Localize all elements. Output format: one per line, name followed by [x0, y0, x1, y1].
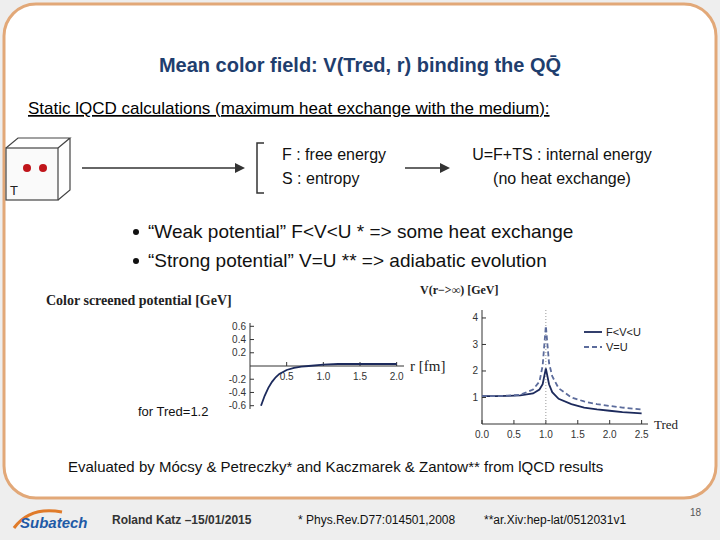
definition: S : entropy	[282, 170, 359, 187]
y-tick	[482, 397, 486, 398]
definition: F : free energy	[282, 146, 386, 163]
x-tick	[286, 362, 287, 366]
bracket	[257, 143, 264, 193]
bullet-dot	[133, 258, 139, 264]
arrow-head	[440, 163, 450, 173]
x-tick-label: 1.0	[539, 429, 553, 440]
y-tick-label: 3	[472, 339, 478, 350]
y-tick	[250, 352, 254, 353]
footer-ref: * Phys.Rev.D77:014501,2008	[298, 513, 456, 527]
box-label: T	[10, 183, 18, 198]
x-axis	[482, 424, 648, 425]
slide-title: Mean color field: V(Tred, r) binding the…	[159, 54, 561, 76]
bullet-dot	[133, 229, 139, 235]
bullet-text: “Strong potential” V=U ** => adiabatic e…	[148, 250, 547, 271]
legend-label: V=U	[606, 341, 628, 353]
footer-ref: **ar.Xiv:hep-lat/0512031v1	[484, 513, 626, 527]
plot-area	[482, 310, 642, 424]
y-tick-label: -0.2	[229, 374, 247, 385]
y-tick	[250, 405, 254, 406]
internal-energy: U=F+TS : internal energy	[472, 146, 652, 163]
x-tick	[577, 420, 578, 424]
box-front	[6, 148, 58, 200]
page-number: 18	[690, 507, 702, 518]
y-tick-label: -0.6	[229, 400, 247, 411]
x-axis-title: Tred	[654, 417, 679, 432]
chart: V(r−>∞) [GeV] 1 2 3 4 0.0 0.5 1.0 1.5 2.0 2.5 Tred F…	[420, 283, 679, 440]
chart-title: Color screened potential [GeV]	[46, 293, 232, 308]
y-tick	[250, 326, 254, 327]
box-icon	[6, 138, 70, 200]
legend: F<V<U V=U	[584, 326, 641, 353]
x-axis	[250, 366, 404, 367]
bullet-text: “Weak potential” F<V<U * => some heat ex…	[148, 221, 573, 242]
quark-dot	[23, 164, 31, 172]
legend-label: F<V<U	[606, 326, 641, 338]
y-tick	[250, 379, 254, 380]
box-edges	[6, 138, 70, 200]
intro-text: Static lQCD calculations (maximum heat e…	[28, 99, 550, 118]
arrow-head	[235, 163, 245, 173]
legend-swatch	[584, 346, 602, 348]
intro-line: Static lQCD calculations (maximum heat e…	[28, 99, 550, 118]
x-tick	[641, 420, 642, 424]
x-tick	[609, 420, 610, 424]
y-tick	[482, 317, 486, 318]
arrow-line	[82, 167, 237, 169]
internal-energy: (no heat exchange)	[493, 170, 631, 187]
quark-dot	[39, 164, 47, 172]
x-tick-label: 0.0	[475, 429, 489, 440]
chart: Color screened potential [GeV] 0.6 0.4 0.2 -…	[46, 293, 445, 419]
y-tick	[250, 392, 254, 393]
slide: Mean color field: V(Tred, r) binding the…	[0, 0, 720, 540]
legend-swatch	[584, 331, 602, 333]
y-tick-label: 2	[472, 365, 478, 376]
x-tick-label: 1.5	[571, 429, 585, 440]
chart-title: V(r−>∞) [GeV]	[420, 283, 499, 297]
logo-text: Subatech	[20, 514, 88, 531]
y-tick-label: 1	[472, 392, 478, 403]
slide-frame	[4, 4, 716, 498]
x-tick-label: 1.5	[353, 371, 367, 382]
annotation: for Tred=1.2	[138, 404, 208, 419]
page-bg	[0, 0, 720, 540]
plot-area	[261, 364, 397, 406]
x-tick	[482, 420, 483, 424]
footer-author: Roland Katz –15/01/2015	[112, 513, 252, 527]
x-tick-label: 0.5	[507, 429, 521, 440]
y-tick	[250, 339, 254, 340]
series-line	[261, 364, 397, 406]
x-tick-label: 1.0	[316, 371, 330, 382]
y-axis	[482, 310, 483, 424]
y-tick-label: 0.2	[232, 347, 246, 358]
y-tick-label: -0.4	[229, 387, 247, 398]
y-tick-label: 0.6	[232, 321, 246, 332]
x-tick	[513, 420, 514, 424]
x-tick-label: 2.0	[390, 371, 404, 382]
reference-line	[545, 310, 546, 424]
arrow-line	[405, 167, 442, 169]
series-line	[482, 326, 642, 410]
y-tick-label: 0.4	[232, 334, 246, 345]
x-axis-title: r [fm]	[410, 358, 445, 374]
x-tick-label: 2.5	[635, 429, 649, 440]
footnote: Evaluated by Mócsy & Petreczky* and Kacz…	[68, 458, 603, 475]
y-tick	[482, 344, 486, 345]
x-tick-label: 2.0	[603, 429, 617, 440]
y-tick	[482, 370, 486, 371]
y-tick-label: 4	[472, 312, 478, 323]
